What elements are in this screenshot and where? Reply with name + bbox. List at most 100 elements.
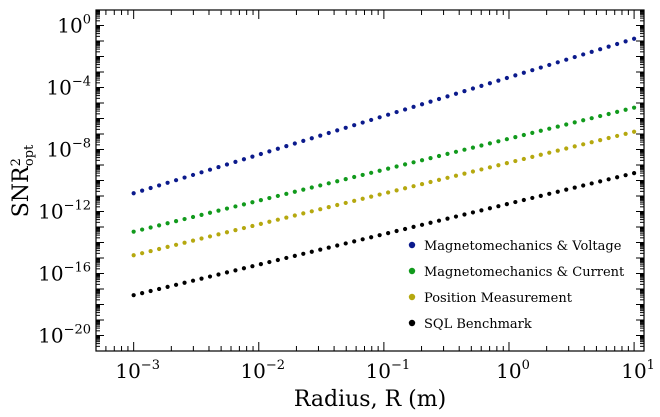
data-point (386, 166, 391, 171)
data-point (301, 187, 306, 192)
x-tick-label-0: 10−3 (115, 358, 160, 383)
data-point (521, 197, 526, 203)
x-tick-label-3-exponent: 0 (522, 358, 530, 373)
y-tick-label-3: 10−12 (38, 199, 91, 224)
y-tick-label-4-base: 10 (38, 262, 63, 286)
data-point (470, 86, 476, 91)
x-tick-label-3-base: 10 (496, 359, 521, 383)
data-point (487, 206, 493, 211)
data-point (148, 248, 153, 254)
data-point (402, 186, 408, 191)
data-point (538, 65, 543, 70)
data-point (487, 81, 493, 86)
data-point (598, 113, 603, 119)
data-point (394, 228, 399, 234)
y-tick-label-1: 10−4 (46, 75, 91, 100)
x-tick-label-2: 10−1 (366, 358, 411, 383)
data-point (148, 288, 153, 294)
x-axis-label: Radius, R (m) (294, 387, 446, 412)
data-point (343, 177, 348, 182)
data-point (258, 198, 263, 203)
data-point (564, 146, 569, 151)
data-point (530, 154, 535, 159)
data-point (504, 137, 509, 142)
data-point (309, 185, 314, 190)
data-point (479, 167, 484, 172)
y-tick-label-1-base: 10 (46, 76, 71, 100)
data-point (504, 202, 509, 207)
data-point (521, 70, 526, 75)
data-point (402, 226, 408, 232)
x-tick-label-1-exponent: −2 (266, 358, 285, 373)
data-point (530, 130, 535, 135)
data-point (547, 150, 552, 155)
data-point (436, 218, 442, 223)
data-point (275, 257, 280, 263)
data-point (479, 143, 484, 148)
legend-label-2: Position Measurement (424, 291, 573, 306)
data-point (555, 189, 560, 194)
legend-label-0: Magnetomechanics & Voltage (424, 239, 622, 254)
data-point (216, 208, 221, 213)
data-point (581, 142, 586, 147)
data-point (589, 181, 594, 186)
data-point (250, 200, 255, 205)
data-point (157, 286, 162, 292)
data-point (369, 117, 374, 123)
data-point (267, 149, 272, 154)
data-point (496, 139, 501, 144)
data-point (538, 128, 543, 133)
data-point (241, 157, 247, 162)
data-point (606, 44, 611, 49)
data-point (258, 221, 263, 226)
data-point (309, 136, 314, 141)
data-point (623, 107, 628, 112)
data-point (140, 188, 145, 193)
data-point (335, 243, 340, 248)
data-point (445, 94, 450, 99)
data-point (589, 140, 594, 145)
data-point (224, 162, 230, 167)
data-point (157, 246, 162, 252)
data-point (207, 210, 213, 215)
data-point (428, 99, 433, 104)
data-point (547, 126, 552, 131)
data-point (419, 181, 425, 187)
y-tick-label-2-exponent: −8 (72, 137, 91, 152)
y-tick-label-0-exponent: 0 (83, 13, 91, 28)
data-point (513, 73, 518, 78)
data-point (538, 152, 543, 157)
data-point (521, 156, 526, 162)
data-point (598, 138, 603, 143)
data-point (598, 179, 603, 184)
data-point (598, 47, 603, 52)
data-point (284, 191, 289, 196)
data-point (131, 229, 136, 234)
data-point (335, 128, 340, 133)
data-point (140, 251, 145, 256)
data-point (462, 212, 467, 217)
y-tick-label-5-exponent: −20 (64, 323, 91, 338)
data-point (564, 187, 569, 192)
data-point (411, 160, 416, 165)
data-point (343, 241, 348, 246)
data-point (190, 172, 196, 178)
data-point (411, 224, 416, 229)
data-point (453, 91, 459, 96)
data-point (436, 177, 442, 182)
data-point (241, 266, 247, 271)
data-point (572, 120, 577, 125)
data-point (292, 141, 297, 146)
data-point (445, 175, 450, 180)
data-point (241, 225, 247, 231)
data-point (386, 112, 391, 117)
x-tick-label-2-exponent: −1 (391, 358, 410, 373)
data-point (207, 167, 213, 172)
data-point (165, 221, 170, 226)
y-tick-label-4-exponent: −16 (64, 261, 91, 276)
data-point (394, 188, 399, 193)
data-point (352, 123, 357, 128)
data-point (470, 210, 476, 215)
data-point (631, 36, 637, 41)
